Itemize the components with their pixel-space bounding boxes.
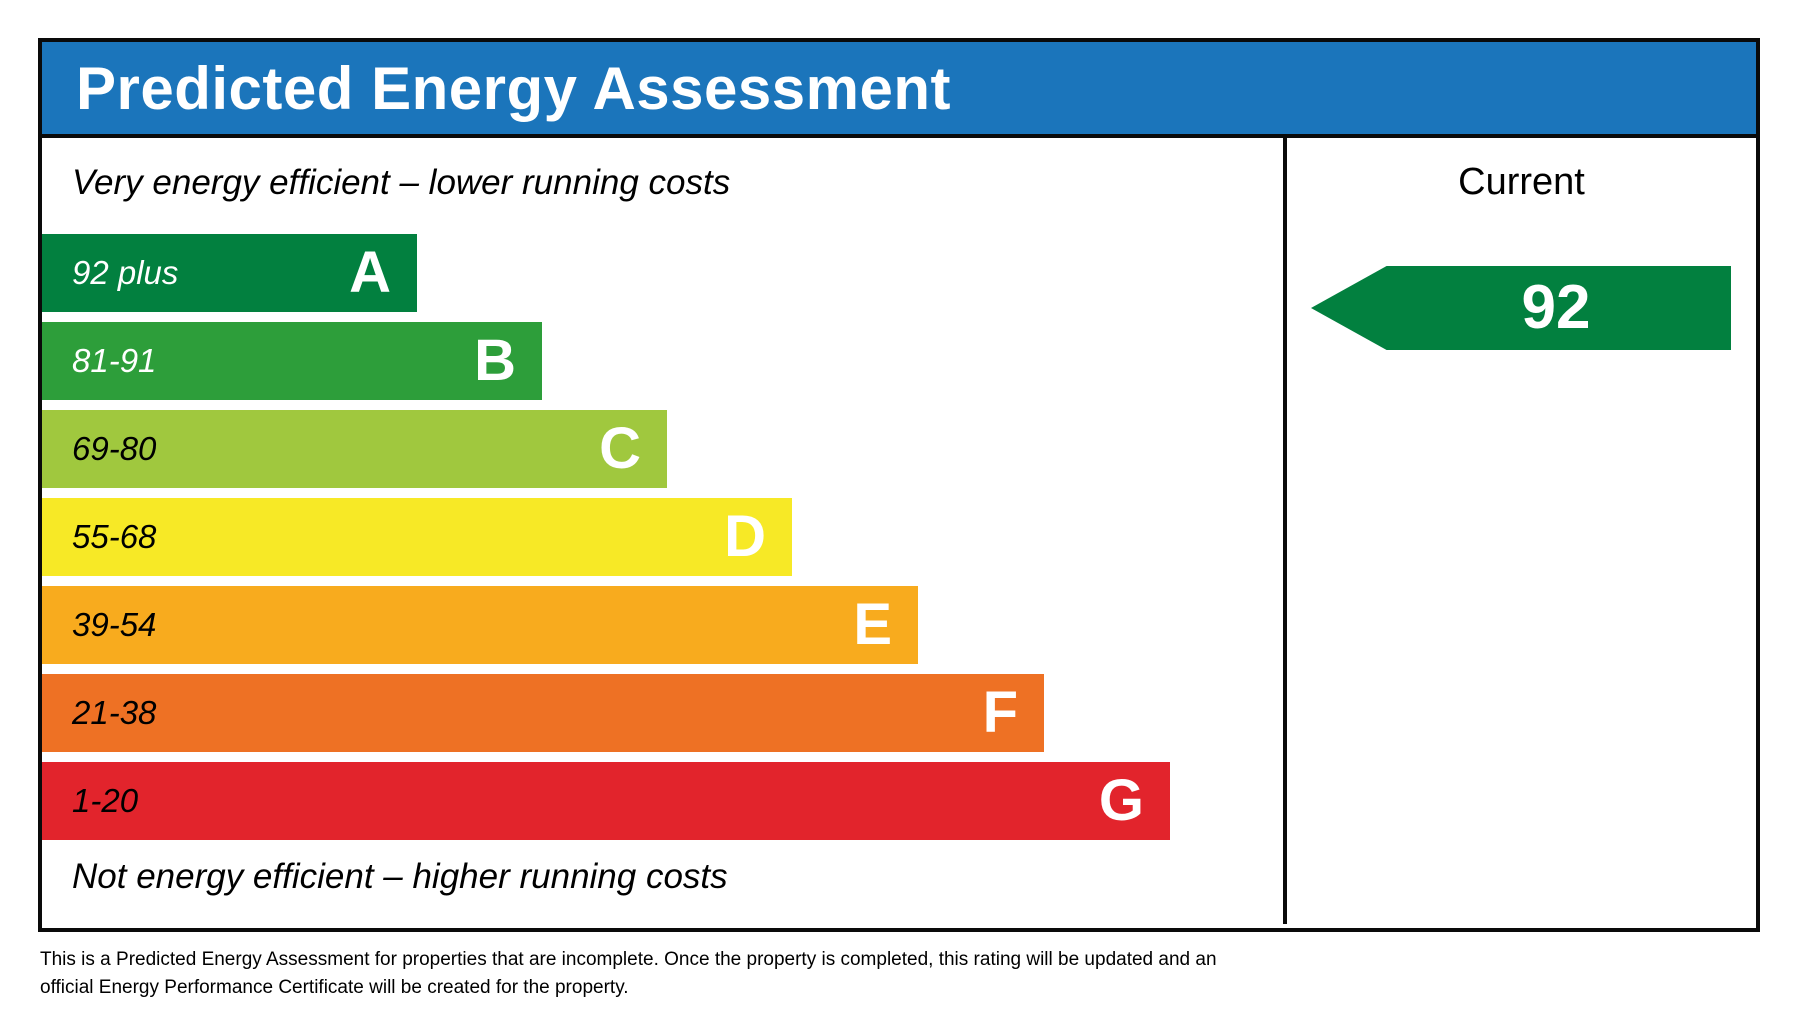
footer-note: This is a Predicted Energy Assessment fo… xyxy=(40,946,1217,1002)
band-letter: G xyxy=(1098,768,1144,833)
page-title: Predicted Energy Assessment xyxy=(76,54,951,122)
band-row-d: 55-68 D xyxy=(42,498,1283,576)
band-bar-a: 92 plus A xyxy=(42,234,417,312)
band-range-label: 69-80 xyxy=(72,430,157,467)
band-row-f: 21-38 F xyxy=(42,674,1283,752)
column-divider xyxy=(1283,138,1287,924)
band-bar-f: 21-38 F xyxy=(42,674,1044,752)
top-note: Very energy efficient – lower running co… xyxy=(72,163,731,202)
band-range-label: 81-91 xyxy=(72,342,157,379)
current-column-heading: Current xyxy=(1458,161,1585,203)
energy-assessment-panel: Predicted Energy Assessment Very energy … xyxy=(38,38,1760,932)
footer-line-1: This is a Predicted Energy Assessment fo… xyxy=(40,949,1217,970)
band-letter: C xyxy=(599,416,641,481)
panel-header: Predicted Energy Assessment xyxy=(42,42,1756,138)
panel-body: Very energy efficient – lower running co… xyxy=(42,138,1756,924)
band-letter: D xyxy=(724,504,766,569)
current-rating-value: 92 xyxy=(1521,273,1591,342)
band-letter: E xyxy=(853,592,892,657)
epc-band-chart: Very energy efficient – lower running co… xyxy=(42,138,1283,924)
band-range-label: 39-54 xyxy=(72,606,157,643)
band-row-e: 39-54 E xyxy=(42,586,1283,664)
band-range-label: 92 plus xyxy=(72,254,179,291)
band-letter: A xyxy=(349,240,391,305)
band-row-a: 92 plus A xyxy=(42,234,1283,312)
footer-line-2: official Energy Performance Certificate … xyxy=(40,977,629,998)
band-letter: B xyxy=(474,328,516,393)
band-row-b: 81-91 B xyxy=(42,322,1283,400)
current-column: Current 92 xyxy=(1287,138,1756,924)
bottom-note: Not energy efficient – higher running co… xyxy=(72,857,728,896)
band-row-c: 69-80 C xyxy=(42,410,1283,488)
band-row-g: 1-20 G xyxy=(42,762,1283,840)
band-bar-c: 69-80 C xyxy=(42,410,667,488)
band-bar-d: 55-68 D xyxy=(42,498,792,576)
band-bar-b: 81-91 B xyxy=(42,322,542,400)
band-letter: F xyxy=(982,680,1018,745)
band-bar-g: 1-20 G xyxy=(42,762,1170,840)
current-rating-arrow: 92 xyxy=(1311,266,1731,350)
band-range-label: 1-20 xyxy=(72,782,139,819)
band-bar-e: 39-54 E xyxy=(42,586,918,664)
band-range-label: 21-38 xyxy=(72,694,157,731)
band-range-label: 55-68 xyxy=(72,518,157,555)
band-list: 92 plus A 81-91 B 69-80 C xyxy=(42,234,1283,840)
